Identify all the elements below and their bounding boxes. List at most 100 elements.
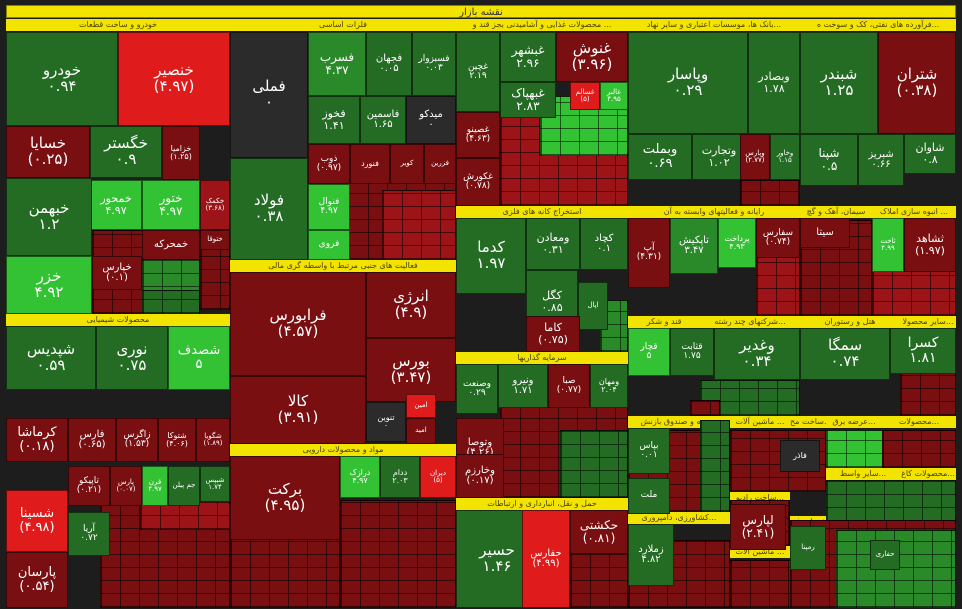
stock-tile[interactable]: بپاس ۰.۰۱ (628, 428, 670, 474)
stock-tile[interactable]: خزامیا (۱.۲۵) (162, 126, 200, 180)
stock-tile[interactable]: کرماشا (۰.۱۸) (6, 418, 68, 462)
stock-tile[interactable]: شپدیس ۰.۵۹ (6, 326, 96, 390)
stock-tile[interactable]: دیران (۵) (420, 456, 456, 498)
stock-tile[interactable]: شصدف ۵ (168, 326, 230, 390)
stock-tile[interactable]: آپ (۴.۳۱) (628, 218, 670, 288)
stock-tile[interactable]: کاما (۰.۷۵) (526, 316, 580, 352)
stock-tile[interactable]: غبهپاک ۲.۸۳ (500, 82, 556, 118)
stock-tile[interactable]: قثابت ۱.۷۵ (670, 328, 714, 376)
stock-tile[interactable]: تاپیکو (۰.۲۱) (68, 466, 110, 506)
stock-tile[interactable]: فنوال ۴.۹۷ (308, 184, 350, 230)
stock-tile[interactable]: تنوین ۰ (366, 402, 406, 442)
stock-tile[interactable]: شبندر ۱.۲۵ (800, 32, 878, 134)
stock-tile[interactable]: ثاخت ۴.۹۹ (872, 218, 904, 272)
stock-tile[interactable]: فنورد (350, 144, 390, 184)
stock-tile[interactable]: پرداخت ۴.۹۳ (718, 218, 756, 268)
stock-tile[interactable]: حفاری (870, 540, 900, 570)
stock-tile[interactable]: ومهان ۲.۰۴ (590, 364, 628, 408)
stock-tile[interactable]: غبشهر ۲.۹۶ (500, 32, 556, 82)
stock-tile[interactable]: جم پیلن (168, 466, 200, 506)
stock-tile[interactable]: غصینو (۴.۶۳) (456, 112, 500, 158)
stock-tile[interactable]: خسایا (۰.۲۵) (6, 126, 90, 178)
stock-tile[interactable]: فجهان ۰.۰۵ (366, 32, 412, 96)
stock-tile[interactable]: انرژی (۴.۹) (366, 272, 456, 338)
stock-tile[interactable]: آریا ۰.۷۲ (68, 512, 110, 556)
stock-tile[interactable]: ونیرو ۱.۷۱ (498, 364, 548, 408)
stock-tile[interactable]: ومعادن ۰.۳۱ (526, 218, 580, 270)
stock-tile[interactable]: ددام ۲.۰۳ (380, 456, 420, 498)
stock-tile[interactable]: غالبر ۴.۹۵ (600, 82, 628, 110)
stock-tile[interactable]: شتوکا (۴.۰۶) (158, 418, 196, 462)
stock-tile[interactable]: سفارس (۰.۷۴) (756, 218, 800, 258)
stock-tile[interactable]: وپاسار ۰.۲۹ (628, 32, 748, 134)
stock-tile[interactable]: لپارس (۲.۴۱) (730, 504, 786, 550)
stock-tile[interactable]: وخاور ۱.۱۵ (770, 134, 800, 180)
stock-tile[interactable]: وبصادر ۱.۷۸ (748, 32, 800, 134)
stock-tile[interactable]: قرن ۴.۹۷ (142, 466, 168, 506)
stock-tile[interactable]: شسینا (۴.۹۸) (6, 490, 68, 552)
stock-tile[interactable]: خکمک (۳.۶۸) (200, 180, 230, 230)
stock-tile[interactable]: غچین ۲.۱۹ (456, 32, 500, 112)
stock-tile[interactable]: نوری ۰.۷۵ (96, 326, 168, 390)
stock-tile[interactable]: وغدیر ۰.۳۴ (714, 328, 800, 380)
stock-tile[interactable]: کسرا ۱.۸۱ (890, 328, 956, 374)
stock-tile[interactable]: ثشاهد (۱.۹۷) (904, 218, 956, 272)
stock-tile[interactable]: شتران (۰.۳۸) (878, 32, 956, 134)
stock-tile[interactable]: وخارزم (۰.۱۷) (456, 454, 504, 498)
stock-tile[interactable]: غنوش (۳.۹۶) (556, 32, 628, 82)
stock-tile[interactable]: رمپنا (790, 526, 826, 570)
stock-tile[interactable]: سیتا (800, 218, 850, 248)
stock-tile[interactable]: قچار ۵ (628, 328, 670, 376)
stock-tile[interactable]: زملارد ۴.۸۲ (628, 524, 674, 586)
stock-tile[interactable]: خزر ۴.۹۲ (6, 256, 92, 314)
stock-tile[interactable]: درازک ۴.۹۷ (340, 456, 380, 498)
stock-tile[interactable]: بورس (۳.۴۷) (366, 338, 456, 402)
stock-tile[interactable]: وبملت ۰.۶۹ (628, 134, 692, 180)
stock-tile[interactable]: شبپس ۱.۷۴ (200, 466, 230, 502)
stock-tile[interactable]: فارس (۰.۶۵) (68, 418, 116, 462)
stock-tile[interactable]: وتجارت ۱.۰۲ (692, 134, 746, 180)
stock-tile[interactable]: ختور ۴.۹۷ (142, 180, 200, 230)
stock-tile[interactable]: امید (406, 418, 436, 444)
stock-tile[interactable]: کالا (۳.۹۱) (230, 376, 366, 444)
stock-tile[interactable]: فرابورس (۴.۵۷) (230, 272, 366, 376)
stock-tile[interactable]: خپارس (۰.۱) (92, 256, 142, 290)
stock-tile[interactable]: غکورش (۰.۷۸) (456, 158, 500, 206)
stock-tile[interactable]: فروی (308, 230, 350, 260)
stock-tile[interactable]: خگستر ۰.۹ (90, 126, 162, 178)
stock-tile[interactable]: ذوب (۰.۹۷) (308, 144, 350, 184)
stock-tile[interactable]: برکت (۴.۹۵) (230, 456, 340, 540)
stock-tile[interactable]: خمحور ۴.۹۷ (90, 180, 142, 230)
stock-tile[interactable]: صبا (۰.۷۷) (548, 364, 590, 408)
stock-tile[interactable]: فزرین (424, 144, 456, 184)
stock-tile[interactable]: وپارس (۲.۷۷) (740, 134, 770, 180)
stock-tile[interactable]: سمگا ۰.۷۴ (800, 328, 890, 380)
stock-tile[interactable]: خبهمن ۱.۲ (6, 178, 92, 256)
stock-tile[interactable]: حفارس (۴.۹۹) (522, 510, 570, 608)
stock-tile[interactable]: فولاد ۰.۳۸ (230, 158, 308, 260)
stock-tile[interactable]: فسرب ۴.۳۷ (308, 32, 366, 96)
stock-tile[interactable]: کدما ۱.۹۷ (456, 218, 526, 294)
stock-tile[interactable]: پارس (۰.۰۷) (110, 466, 142, 506)
stock-tile[interactable]: زاگرس (۱.۵۳) (116, 418, 158, 462)
stock-tile[interactable]: حکشتی (۰.۸۱) (570, 510, 628, 554)
stock-tile[interactable]: فاذر (780, 440, 820, 472)
stock-tile[interactable]: کچاد ۰.۱ (580, 218, 628, 270)
stock-tile[interactable]: ختوقا (200, 230, 230, 250)
stock-tile[interactable]: امین (406, 394, 436, 418)
stock-tile[interactable]: شاوان ۰.۸ (904, 134, 956, 174)
stock-tile[interactable]: فاسمین ۱.۶۵ (360, 96, 406, 144)
stock-tile[interactable]: شپنا ۰.۵ (800, 134, 858, 186)
stock-tile[interactable]: خمحرکه (142, 230, 200, 260)
stock-tile[interactable]: فسبزوار ۰.۰۳ (412, 32, 456, 96)
stock-tile[interactable]: فخوز ۱.۴۱ (308, 96, 360, 144)
stock-tile[interactable]: شبریز ۰.۶۶ (858, 134, 904, 186)
stock-tile[interactable]: ملت (628, 478, 670, 514)
stock-tile[interactable]: میدکو ۰ (406, 96, 456, 144)
stock-tile[interactable]: پارسان (۰.۵۴) (6, 552, 68, 608)
stock-tile[interactable]: اپال (578, 282, 608, 330)
stock-tile[interactable]: تاپکیش ۳.۴۷ (670, 218, 718, 274)
stock-tile[interactable]: فملی ۰ (230, 32, 308, 158)
stock-tile[interactable]: خودرو ۰.۹۴ (6, 32, 118, 126)
stock-tile[interactable]: خنصیر (۴.۹۷) (118, 32, 230, 126)
